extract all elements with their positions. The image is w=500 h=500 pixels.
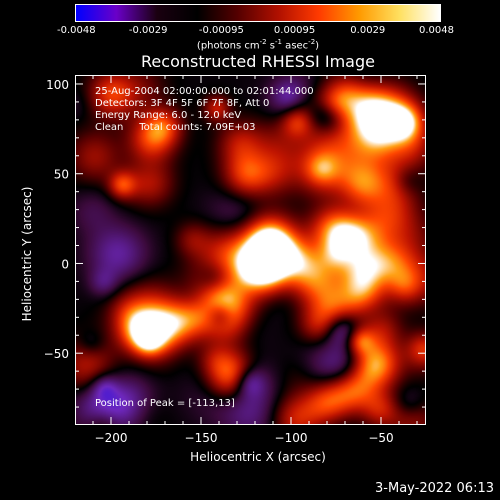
heatmap-image [76,76,425,424]
y-tick-label: 100 [46,78,69,92]
x-tick-label: −150 [185,431,218,445]
info-detectors: Detectors: 3F 4F 5F 6F 7F 8F, Att 0 [95,98,270,109]
info-energy-range: Energy Range: 6.0 - 12.0 keV [95,110,242,121]
colorbar [75,4,441,22]
x-tick-label: −100 [275,431,308,445]
colorbar-tick-label: -0.0048 [57,25,96,36]
y-tick-label: −50 [44,347,69,361]
plot-area [75,75,426,425]
info-peak-position: Position of Peak = [-113,13] [95,398,235,409]
colorbar-units-label: (photons cm-2 s-1 asec-2) [196,38,320,52]
colorbar-tick-label: 0.0029 [350,25,386,36]
info-time-range: 25-Aug-2004 02:00:00.000 to 02:01:44.000 [95,86,314,97]
colorbar-tick-label: -0.0029 [128,25,168,36]
colorbar-tick-label: 0.00095 [273,25,316,36]
timestamp: 3-May-2022 06:13 [375,481,494,496]
y-tick-label: 50 [54,168,69,182]
info-total-counts: Clean Total counts: 7.09E+03 [95,122,256,133]
plot-title: Reconstructed RHESSI Image [141,52,375,71]
x-tick-label: −50 [368,431,393,445]
colorbar-tick-label: -0.00095 [198,25,244,36]
x-axis-label: Heliocentric X (arcsec) [190,450,326,464]
y-tick-label: 0 [61,257,69,271]
x-tick-label: −200 [95,431,128,445]
colorbar-tick-label: 0.0048 [419,25,454,36]
y-axis-label: Heliocentric Y (arcsec) [20,186,34,322]
